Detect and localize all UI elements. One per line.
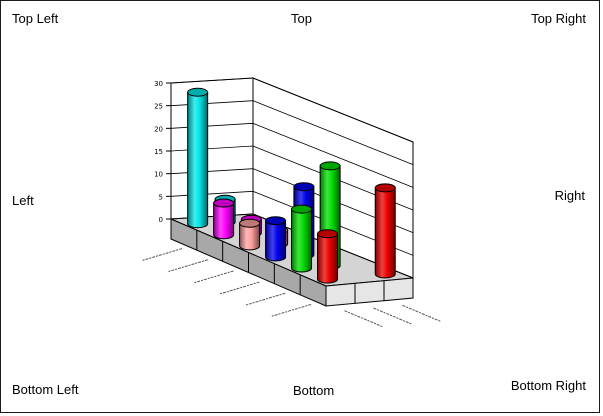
bars-layer xyxy=(187,87,396,284)
label-right: Right xyxy=(554,188,585,203)
bar-cylinder xyxy=(187,91,209,229)
x-tick-label-mark xyxy=(167,259,208,273)
x-tick-label-mark xyxy=(219,281,260,295)
x-tick-label-mark xyxy=(245,292,286,306)
y-tick-label: 5 xyxy=(159,193,163,201)
bar-cylinder xyxy=(291,208,313,273)
x-tick-label-mark xyxy=(270,303,312,317)
y-tick-label: 15 xyxy=(154,148,163,156)
gridline xyxy=(170,77,414,143)
bar-cap xyxy=(317,229,339,239)
y-tick-label: 20 xyxy=(154,125,163,133)
z-tick-label-mark xyxy=(344,310,383,328)
bar-cylinder xyxy=(239,222,261,251)
bar-cylinder xyxy=(213,202,235,240)
y-tick-label: 30 xyxy=(154,80,163,88)
x-tick-label-mark xyxy=(193,270,234,284)
y-tick-label: 25 xyxy=(154,103,163,111)
bar-cylinder xyxy=(265,220,287,262)
y-axis: 0 5 10 15 20 25 30 xyxy=(154,80,171,224)
bar-cap xyxy=(187,87,209,97)
bar-cap xyxy=(265,216,287,226)
bar-cylinder xyxy=(374,187,396,279)
bar-cap xyxy=(293,182,315,192)
label-bottom-right: Bottom Right xyxy=(510,378,586,393)
y-tick-label: 0 xyxy=(159,216,163,224)
bar-cap xyxy=(374,183,396,193)
label-bottom-left: Bottom Left xyxy=(12,382,79,397)
label-top: Top xyxy=(291,11,312,26)
bar-cap xyxy=(319,161,341,171)
bar-cap xyxy=(291,204,313,214)
y-tick-label: 10 xyxy=(154,171,163,179)
label-top-left: Top Left xyxy=(12,11,59,26)
bar-cap xyxy=(213,198,235,208)
label-left: Left xyxy=(12,193,34,208)
z-tick-label-mark xyxy=(402,304,441,322)
bar-cylinder xyxy=(317,233,339,284)
bar-cap xyxy=(239,218,261,228)
chart-floor-front xyxy=(141,218,441,328)
z-tick-label-mark xyxy=(373,307,412,325)
x-tick-label-mark xyxy=(141,248,183,262)
label-bottom: Bottom xyxy=(293,383,335,398)
label-top-right: Top Right xyxy=(531,11,586,26)
